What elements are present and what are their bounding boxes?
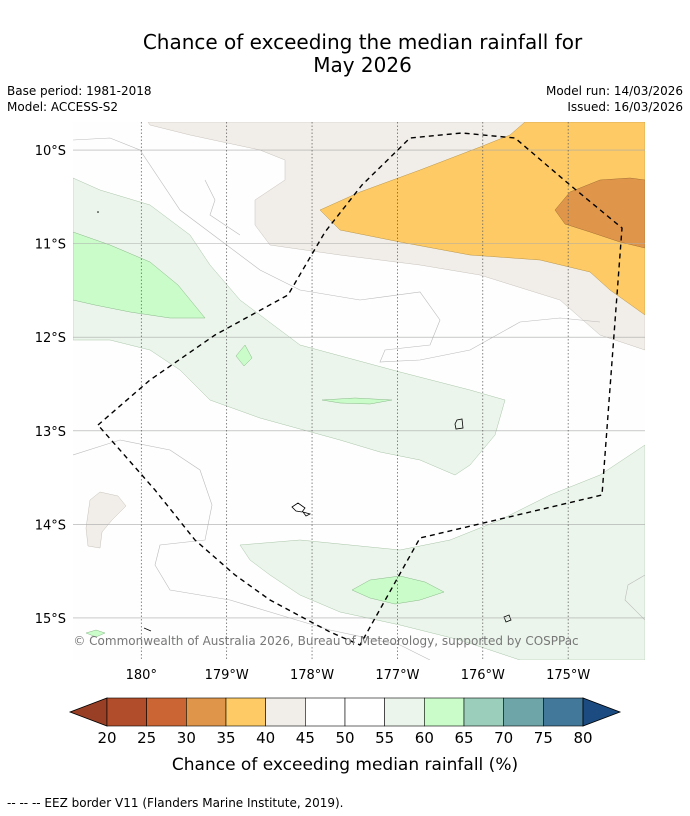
forecast-map: © Commonwealth of Australia 2026, Bureau…	[0, 0, 690, 816]
colorbar-segment	[504, 698, 544, 726]
lat-label: 11°S	[35, 238, 66, 253]
colorbar: 20 25 30 35 40 45 50 55 60 65 70 75 80	[70, 698, 620, 747]
colorbar-segment	[345, 698, 385, 726]
colorbar-tick-label: 20	[97, 729, 116, 747]
eez-legend: -- -- -- EEZ border V11 (Flanders Marine…	[7, 796, 344, 810]
lat-label: 14°S	[35, 518, 66, 533]
colorbar-tick-label: 25	[137, 729, 156, 747]
colorbar-segment	[226, 698, 266, 726]
colorbar-segment	[147, 698, 187, 726]
lat-label: 15°S	[35, 612, 66, 627]
lon-label: 175°W	[546, 668, 590, 683]
lon-label: 179°W	[205, 668, 249, 683]
colorbar-segment	[424, 698, 464, 726]
lon-label: 178°W	[290, 668, 334, 683]
map-plot-area: © Commonwealth of Australia 2026, Bureau…	[73, 122, 645, 660]
colorbar-segment	[543, 698, 583, 726]
colorbar-tick-label: 70	[494, 729, 513, 747]
lat-label: 12°S	[35, 331, 66, 346]
lat-label: 10°S	[35, 144, 66, 159]
colorbar-segment	[186, 698, 226, 726]
colorbar-segment	[107, 698, 147, 726]
longitude-labels: 180° 179°W 178°W 177°W 176°W 175°W	[126, 668, 591, 683]
colorbar-segment	[464, 698, 504, 726]
colorbar-low-arrow	[70, 698, 107, 726]
lat-label: 13°S	[35, 425, 66, 440]
colorbar-high-arrow	[583, 698, 620, 726]
colorbar-tick-label: 80	[573, 729, 592, 747]
colorbar-segment	[266, 698, 306, 726]
latitude-labels: 10°S 11°S 12°S 13°S 14°S 15°S	[35, 144, 66, 627]
lon-label: 177°W	[375, 668, 419, 683]
colorbar-tick-label: 55	[375, 729, 394, 747]
lon-label: 180°	[126, 668, 157, 683]
colorbar-label: Chance of exceeding median rainfall (%)	[172, 755, 518, 775]
colorbar-segment	[385, 698, 425, 726]
copyright-notice: © Commonwealth of Australia 2026, Bureau…	[73, 634, 578, 648]
island-e	[97, 211, 99, 213]
colorbar-tick-label: 75	[534, 729, 553, 747]
colorbar-tick-label: 40	[256, 729, 275, 747]
colorbar-tick-label: 35	[216, 729, 235, 747]
colorbar-tick-label: 30	[177, 729, 196, 747]
colorbar-tick-label: 45	[296, 729, 315, 747]
lon-label: 176°W	[461, 668, 505, 683]
colorbar-tick-label: 50	[335, 729, 354, 747]
colorbar-tick-label: 65	[454, 729, 473, 747]
colorbar-segment	[305, 698, 345, 726]
colorbar-tick-label: 60	[415, 729, 434, 747]
